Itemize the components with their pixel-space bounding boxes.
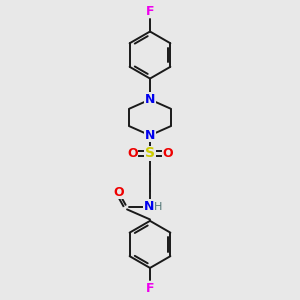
Text: F: F (146, 282, 154, 295)
Text: N: N (145, 129, 155, 142)
Text: O: O (114, 186, 124, 199)
Text: S: S (145, 146, 155, 161)
Text: O: O (163, 147, 173, 160)
Text: O: O (127, 147, 137, 160)
Text: H: H (154, 202, 162, 212)
Text: N: N (143, 200, 154, 213)
Text: F: F (146, 5, 154, 18)
Text: N: N (145, 93, 155, 106)
